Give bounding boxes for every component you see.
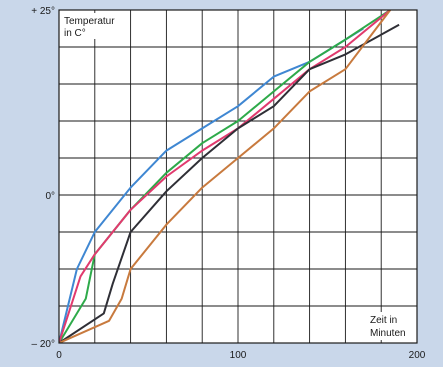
- y-tick-label: + 25°: [31, 6, 55, 17]
- plot-frame: [58, 9, 418, 344]
- y-axis-title-line-2: in C°: [64, 28, 86, 39]
- x-axis-title-box: [356, 312, 414, 340]
- y-tick-label: 0°: [45, 191, 55, 202]
- y-tick-label: – 20°: [32, 339, 55, 350]
- x-tick-label: 0: [56, 350, 62, 361]
- y-axis-title-box: [61, 13, 123, 39]
- x-axis-title-line-2: Minuten: [370, 328, 406, 339]
- x-tick-label: 200: [409, 350, 426, 361]
- data-lines: [59, 10, 400, 343]
- series-line-2: [59, 10, 391, 343]
- x-tick-label: 100: [230, 350, 247, 361]
- y-tick-labels: + 25° 0° – 20°: [31, 6, 55, 350]
- series-line-3: [59, 10, 391, 343]
- y-axis-title-line-1: Temperatur: [64, 16, 115, 27]
- x-tick-labels: 0 100 200: [56, 350, 426, 361]
- series-line-4: [59, 23, 400, 343]
- series-line-5: [59, 10, 391, 343]
- x-axis-title-line-1: Zeit in: [370, 315, 397, 326]
